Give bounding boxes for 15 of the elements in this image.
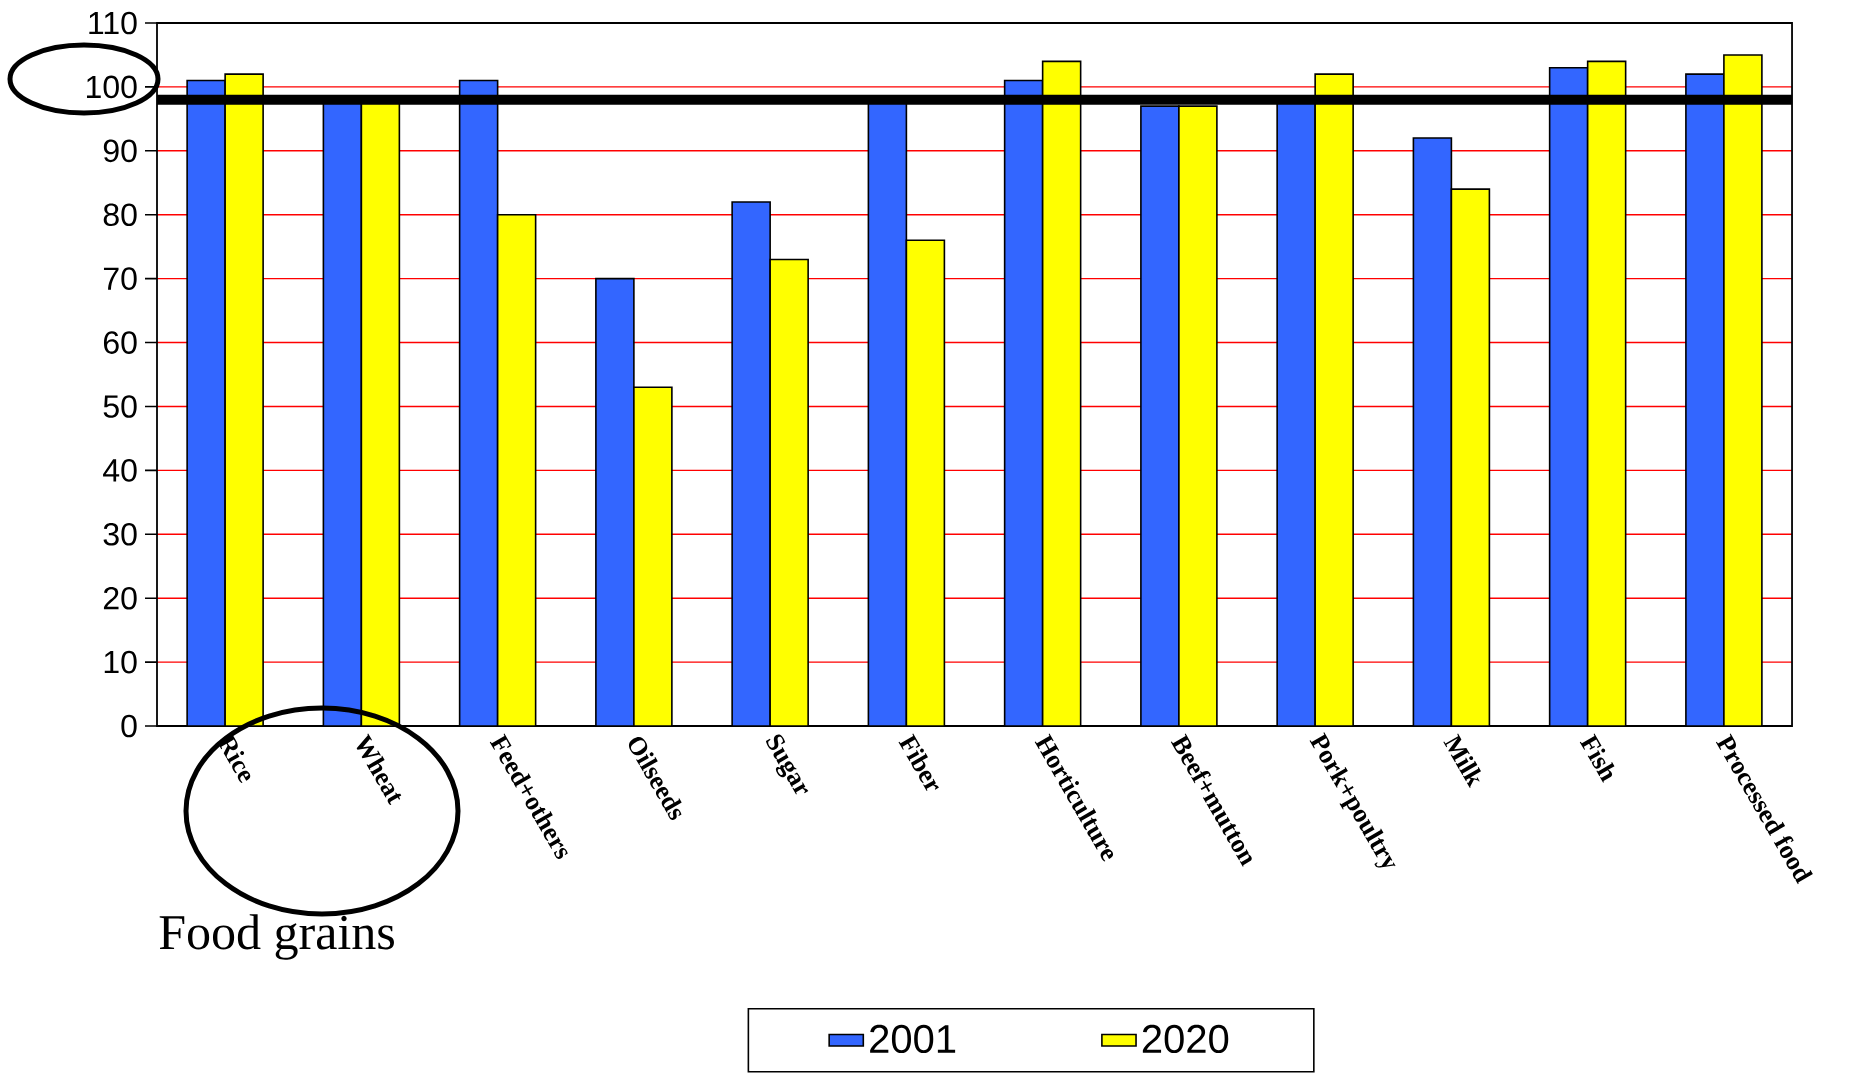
y-tick-label: 0 [121,714,137,738]
y-tick-label: 100 [86,75,137,99]
y-tick-label: 50 [103,395,137,418]
y-tick-label: 40 [103,459,137,482]
y-tick-label: 30 [103,522,137,546]
y-tick-label: 110 [89,11,137,35]
y-tick-label: 60 [103,331,137,354]
y-tick-label: 80 [103,203,137,227]
y-tick-label: 90 [103,139,137,163]
text: Food grains [159,914,394,960]
y-tick-label: 20 [103,586,137,610]
legend-label: 2020 [1142,1024,1229,1054]
legend-label: 2001 [870,1024,956,1054]
y-tick-label: 70 [103,267,137,290]
y-tick-label: 10 [104,650,137,674]
